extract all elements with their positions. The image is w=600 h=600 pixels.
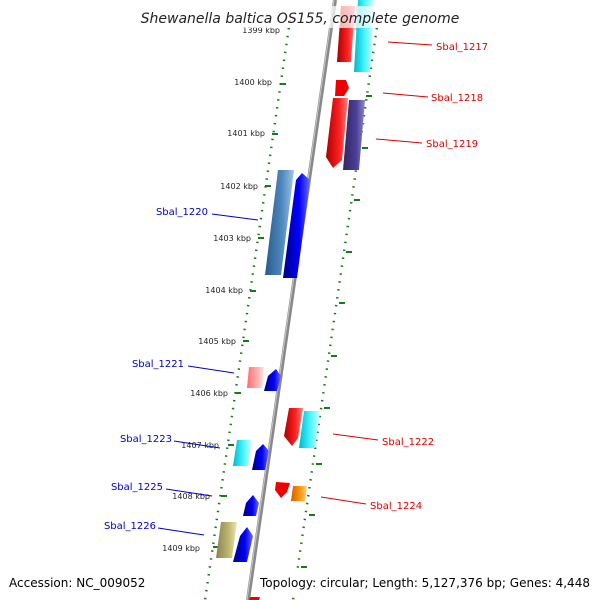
gene-sbal-1225-arrow[interactable] bbox=[243, 495, 259, 516]
gene-blue-arrow-1402[interactable] bbox=[283, 173, 310, 278]
gene-label-sbal-1223[interactable]: Sbal_1223 bbox=[120, 434, 172, 445]
genome-axis-line bbox=[246, 0, 337, 600]
genome-title: Shewanella baltica OS155, complete genom… bbox=[141, 11, 460, 27]
gene-slate-block[interactable] bbox=[343, 100, 365, 170]
gene-sbal-1220-block[interactable] bbox=[265, 170, 294, 275]
kbp-label-1400: 1400 kbp bbox=[234, 78, 272, 87]
footer-left-backdrop bbox=[4, 572, 150, 592]
gene-sbal-1226-block[interactable] bbox=[216, 522, 237, 558]
gene-orange-block[interactable] bbox=[291, 486, 307, 501]
gene-label-sbal-1224[interactable]: Sbal_1224 bbox=[370, 501, 422, 512]
gene-red-bottom-partial bbox=[249, 597, 260, 600]
gene-label-sbal-1217[interactable]: Sbal_1217 bbox=[436, 42, 488, 53]
kbp-label-1399: 1399 kbp bbox=[242, 26, 280, 35]
kbp-label-1401: 1401 kbp bbox=[227, 129, 265, 138]
genome-axis-highlight bbox=[246, 0, 335, 600]
kbp-label-1406: 1406 kbp bbox=[190, 389, 228, 398]
gene-blue-arrow-1409[interactable] bbox=[233, 527, 253, 562]
kbp-label-1408: 1408 kbp bbox=[172, 492, 210, 501]
gene-label-sbal-1226[interactable]: Sbal_1226 bbox=[104, 521, 156, 532]
gene-cyan-1407-block[interactable] bbox=[299, 411, 320, 448]
kbp-label-1407: 1407 kbp bbox=[181, 441, 219, 450]
left-guide-line bbox=[203, 19, 292, 600]
kbp-label-1402: 1402 kbp bbox=[220, 182, 258, 191]
gene-sbal-1224-arrow[interactable] bbox=[275, 482, 290, 498]
right-callouts bbox=[320, 41, 433, 505]
footer-right-backdrop bbox=[256, 572, 596, 592]
gene-sbal-1222-arrow[interactable] bbox=[284, 408, 303, 446]
title-backdrop bbox=[140, 6, 462, 28]
kbp-label-1405: 1405 kbp bbox=[198, 337, 236, 346]
gene-sbal-1219-arrow[interactable] bbox=[326, 98, 348, 168]
kbp-label-1409: 1409 kbp bbox=[162, 544, 200, 553]
right-guide-line bbox=[291, 19, 380, 600]
accession-text: Accession: NC_009052 bbox=[9, 576, 145, 590]
gene-sbal-1218-arrow[interactable] bbox=[335, 80, 349, 96]
kbp-label-1403: 1403 kbp bbox=[213, 234, 251, 243]
gene-sbal-1223-block[interactable] bbox=[233, 440, 252, 466]
gene-label-sbal-1220[interactable]: Sbal_1220 bbox=[156, 207, 208, 218]
gene-sbal-1221-block[interactable] bbox=[247, 367, 264, 388]
gene-label-sbal-1222[interactable]: Sbal_1222 bbox=[382, 437, 434, 448]
left-ticks bbox=[213, 83, 286, 548]
gene-label-sbal-1221[interactable]: Sbal_1221 bbox=[132, 359, 184, 370]
gene-label-sbal-1219[interactable]: Sbal_1219 bbox=[426, 139, 478, 150]
genome-summary-text: Topology: circular; Length: 5,127,376 bp… bbox=[259, 576, 590, 590]
gene-label-sbal-1218[interactable]: Sbal_1218 bbox=[431, 93, 483, 104]
left-callouts bbox=[157, 213, 259, 536]
gene-blue-arrow-1406[interactable] bbox=[264, 369, 281, 391]
gene-label-sbal-1225[interactable]: Sbal_1225 bbox=[111, 482, 163, 493]
right-ticks bbox=[301, 95, 372, 568]
kbp-label-1404: 1404 kbp bbox=[205, 286, 243, 295]
gene-blue-arrow-1407[interactable] bbox=[252, 444, 269, 470]
